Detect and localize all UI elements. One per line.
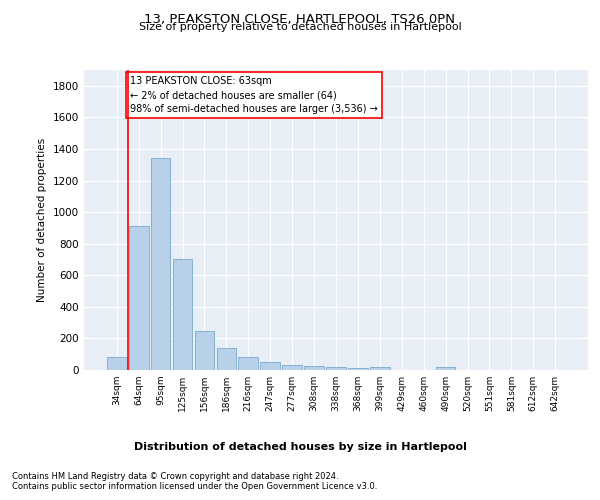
- Bar: [107, 358, 127, 370]
- Bar: [436, 367, 455, 370]
- Bar: [173, 258, 193, 370]
- Bar: [194, 331, 214, 370]
- Bar: [217, 348, 236, 370]
- Bar: [129, 226, 149, 370]
- Bar: [260, 362, 280, 370]
- Text: Contains public sector information licensed under the Open Government Licence v3: Contains public sector information licen…: [12, 482, 377, 491]
- Bar: [238, 358, 258, 370]
- Text: Distribution of detached houses by size in Hartlepool: Distribution of detached houses by size …: [134, 442, 466, 452]
- Text: Contains HM Land Registry data © Crown copyright and database right 2024.: Contains HM Land Registry data © Crown c…: [12, 472, 338, 481]
- Bar: [370, 367, 390, 370]
- Y-axis label: Number of detached properties: Number of detached properties: [37, 138, 47, 302]
- Bar: [326, 367, 346, 370]
- Bar: [304, 366, 324, 370]
- Text: 13 PEAKSTON CLOSE: 63sqm
← 2% of detached houses are smaller (64)
98% of semi-de: 13 PEAKSTON CLOSE: 63sqm ← 2% of detache…: [130, 76, 377, 114]
- Bar: [348, 368, 368, 370]
- Bar: [282, 366, 302, 370]
- Bar: [151, 158, 170, 370]
- Text: 13, PEAKSTON CLOSE, HARTLEPOOL, TS26 0PN: 13, PEAKSTON CLOSE, HARTLEPOOL, TS26 0PN: [145, 12, 455, 26]
- Text: Size of property relative to detached houses in Hartlepool: Size of property relative to detached ho…: [139, 22, 461, 32]
